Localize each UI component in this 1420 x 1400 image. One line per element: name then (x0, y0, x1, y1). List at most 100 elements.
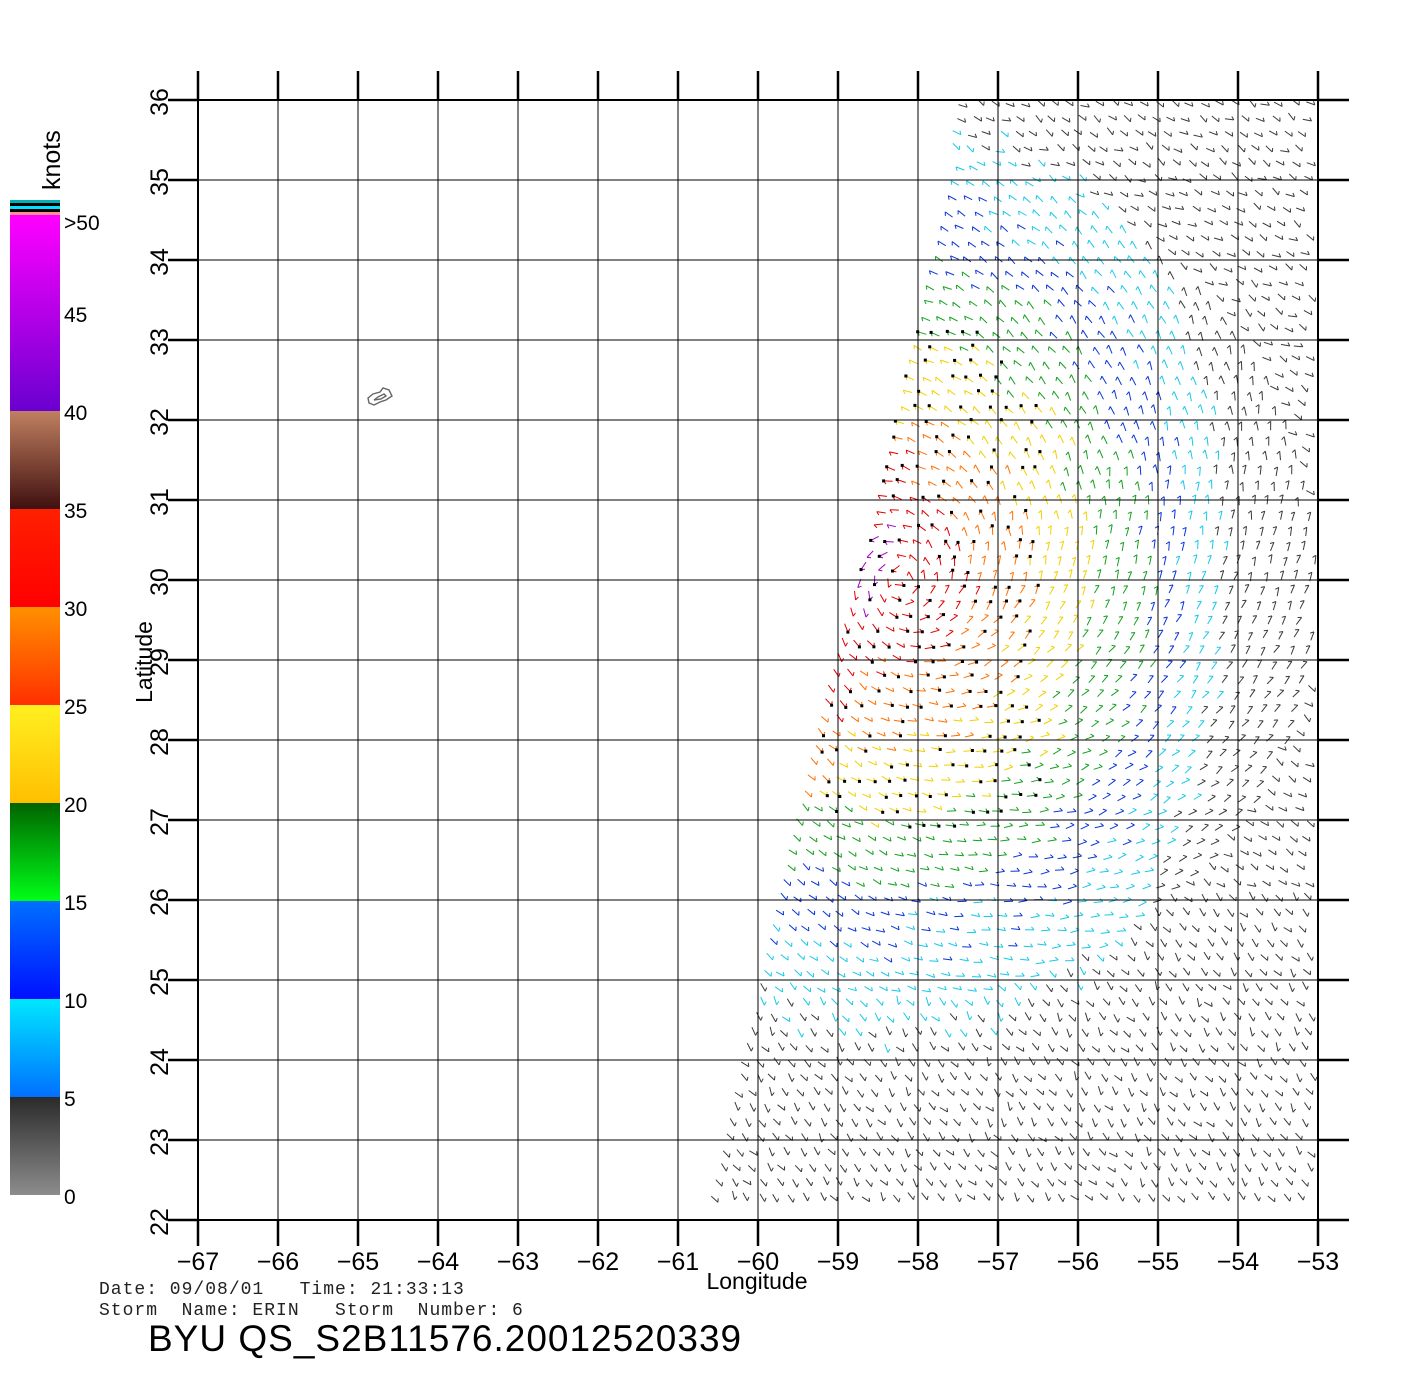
wind-vector-barb (1104, 539, 1109, 543)
wind-vector (1290, 645, 1295, 655)
wind-vector (1151, 1042, 1158, 1051)
wind-vector (1203, 951, 1210, 960)
wind-vector (1040, 616, 1048, 625)
wind-vector (1091, 1164, 1100, 1171)
wind-vector (1138, 901, 1147, 907)
wind-vector-barb (1270, 341, 1273, 346)
wind-vector (907, 436, 916, 443)
wind-vector-barb (1214, 208, 1217, 213)
wind-vector (862, 793, 871, 798)
wind-vector (1192, 675, 1199, 684)
wind-vector (1121, 542, 1125, 552)
wind-vector (1214, 585, 1219, 595)
colorbar-unit-label: knots (38, 130, 66, 190)
wind-vector (772, 1118, 781, 1126)
rain-flag-dot (899, 734, 902, 738)
wind-vector-barb (1247, 510, 1252, 514)
wind-vector (1291, 704, 1299, 712)
wind-vector-barb (1182, 406, 1186, 410)
wind-vector (839, 1164, 846, 1173)
wind-vector (1240, 1043, 1247, 1052)
wind-vector (1052, 749, 1062, 755)
wind-vector-barb (1286, 942, 1288, 947)
wind-vector-barb (1081, 586, 1086, 589)
wind-vector-barb (1193, 1018, 1196, 1023)
wind-vector (891, 989, 901, 992)
wind-vector-barb (1229, 985, 1232, 990)
wind-vector-barb (1038, 317, 1041, 322)
colorbar-tick-label: >50 (64, 212, 100, 235)
wind-vector (1231, 298, 1241, 303)
wind-vector (843, 942, 852, 948)
wind-vector (1297, 939, 1303, 948)
wind-vector (939, 1118, 948, 1126)
wind-vector-barb (1284, 746, 1287, 751)
rain-flag-dot (964, 375, 968, 379)
wind-vector (1020, 585, 1026, 594)
wind-vector-barb (1152, 464, 1156, 469)
wind-vector-barb (799, 837, 801, 842)
wind-vector-barb (1129, 377, 1133, 382)
wind-vector-barb (1262, 117, 1265, 122)
wind-vector-barb (1020, 331, 1023, 337)
rain-flag-dot (1025, 705, 1029, 709)
wind-vector-barb (1220, 236, 1224, 241)
wind-vector (865, 1118, 871, 1128)
wind-vector-barb (1137, 793, 1142, 797)
wind-vector (1213, 908, 1219, 918)
wind-vector-barb (1192, 808, 1197, 812)
wind-vector-barb (1220, 1031, 1223, 1036)
wind-vector (1245, 645, 1251, 655)
rain-flag-dot (990, 524, 994, 528)
wind-vector (1200, 1090, 1208, 1097)
wind-vector (1182, 721, 1190, 728)
wind-vector (760, 1178, 767, 1187)
wind-vector (736, 1149, 743, 1157)
wind-vector (1285, 193, 1295, 198)
wind-vector-barb (932, 973, 936, 978)
wind-vector (1271, 775, 1280, 783)
wind-vector-barb (907, 883, 910, 888)
wind-vector-barb (1123, 1123, 1127, 1128)
wind-vector-barb (1035, 986, 1038, 991)
wind-vector-barb (1186, 130, 1189, 135)
wind-vector-barb (983, 161, 986, 166)
wind-vector-barb (1188, 314, 1193, 319)
wind-vector-barb (1201, 837, 1206, 841)
wind-vector (937, 986, 947, 991)
wind-vector (1031, 225, 1041, 232)
wind-vector (1292, 745, 1301, 753)
wind-vector (1270, 542, 1275, 551)
wind-vector-barb (908, 1092, 912, 1097)
wind-vector-barb (1052, 449, 1056, 454)
wind-vector-barb (1133, 554, 1138, 558)
rain-flag-dot (905, 763, 909, 767)
wind-vector (938, 1131, 944, 1141)
wind-vector-barb (993, 836, 998, 840)
wind-vector-barb (1064, 210, 1067, 215)
wind-vector (1070, 735, 1079, 741)
wind-vector-barb (926, 866, 930, 870)
wind-vector (1046, 1103, 1053, 1112)
wind-vector (1199, 907, 1205, 917)
wind-vector-barb (894, 1075, 897, 1080)
wind-vector (1149, 923, 1157, 932)
wind-vector-barb (1291, 327, 1294, 333)
wind-vector (1031, 1042, 1039, 1051)
wind-vector (882, 836, 892, 842)
wind-vector (1054, 450, 1058, 460)
wind-vector (1051, 945, 1061, 949)
wind-vector (1251, 938, 1258, 948)
wind-vector (1189, 159, 1197, 167)
wind-vector-barb (1268, 554, 1273, 557)
wind-vector-barb (1208, 361, 1212, 366)
wind-vector (1105, 359, 1113, 368)
wind-vector-barb (1139, 330, 1143, 335)
wind-vector (969, 165, 978, 171)
wind-vector (1116, 376, 1122, 386)
wind-vector (1168, 541, 1170, 551)
wind-vector (818, 1133, 823, 1143)
wind-vector (1135, 719, 1144, 727)
wind-vector-barb (1071, 494, 1076, 498)
rain-flag-dot (947, 643, 951, 647)
